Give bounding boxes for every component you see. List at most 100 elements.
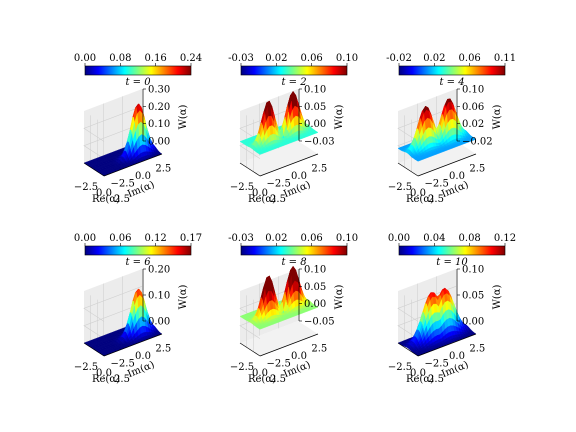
im-axis-line <box>259 153 319 177</box>
z-tick-label: 0.10 <box>148 291 170 302</box>
colorbar-tick-label: 0.24 <box>180 53 202 64</box>
colorbar-tick-label: 0.16 <box>145 53 167 64</box>
colorbar-tick-label: 0.10 <box>336 233 358 244</box>
z-axis-label: W(α) <box>492 104 503 129</box>
colorbar-tick-label: 0.02 <box>265 233 287 244</box>
subplot-6: 0.00 0.04 0.08 0.12t = 10−2.50.02.5Re(α)−2.… <box>388 233 516 385</box>
surface <box>83 288 163 357</box>
z-tick-label: 0.05 <box>462 291 484 302</box>
re-tick-label: 2.5 <box>114 194 130 205</box>
z-tick-label: 0.20 <box>148 102 170 113</box>
surface <box>397 98 477 162</box>
subplot-2: -0.03 0.02 0.06 0.10t = 2−2.50.02.5Re(α)−2.… <box>228 53 358 205</box>
re-axis-line <box>239 162 261 177</box>
re-tick-label: −2.5 <box>388 362 412 373</box>
z-tick-label: 0.05 <box>304 282 326 293</box>
colorbar-tick-label: -0.02 <box>386 53 412 64</box>
im-tick-label: 2.5 <box>155 163 171 174</box>
subplot-4: 0.00 0.06 0.12 0.17t = 6−2.50.02.5Re(α)−2.5… <box>74 233 202 385</box>
z-tick-label: 0.00 <box>462 317 484 328</box>
re-axis-label: Re(α) <box>248 374 276 385</box>
colorbar-tick-label: 0.06 <box>459 53 481 64</box>
z-tick-label: −0.02 <box>462 137 493 148</box>
z-axis-label: W(α) <box>178 104 189 129</box>
re-tick-label: −2.5 <box>388 182 412 193</box>
z-tick-label: 0.00 <box>304 299 326 310</box>
z-tick-label: 0.10 <box>462 85 484 96</box>
colorbar-tick-label: -0.03 <box>228 233 254 244</box>
colorbar-tick-label: 0.08 <box>109 53 131 64</box>
colorbar-tick-label: 0.12 <box>145 233 167 244</box>
colorbar-tick-label: -0.03 <box>228 53 254 64</box>
im-tick-label: −2.5 <box>425 179 449 190</box>
z-tick-label: 0.05 <box>304 102 326 113</box>
colorbar-tick-label: 0.10 <box>336 53 358 64</box>
z-axis-label: W(α) <box>492 284 503 309</box>
colorbar-tick-label: 0.02 <box>265 53 287 64</box>
colorbar <box>398 65 506 76</box>
colorbar-tick-label: 0.08 <box>459 233 481 244</box>
colorbar-label: t = 6 <box>125 257 151 268</box>
re-tick-label: 0.0 <box>252 188 268 199</box>
im-axis-line <box>103 153 163 177</box>
colorbar-label: t = 0 <box>125 77 151 88</box>
re-axis-line <box>83 162 105 177</box>
im-tick-label: −2.5 <box>111 179 135 190</box>
colorbar-tick-label: 0.04 <box>423 233 445 244</box>
re-axis-label: Re(α) <box>248 194 276 205</box>
z-axis-label: W(α) <box>178 284 189 309</box>
colorbar-tick-label: 0.06 <box>109 233 131 244</box>
z-tick-label: 0.10 <box>304 85 326 96</box>
z-tick-label: 0.10 <box>462 265 484 276</box>
im-tick-label: 0.0 <box>135 171 151 182</box>
subplot-5: -0.03 0.02 0.06 0.10t = 8−2.50.02.5Re(α)−2.… <box>228 233 358 385</box>
re-axis-label: Re(α) <box>406 194 434 205</box>
colorbar <box>398 245 506 256</box>
colorbar-tick-label: 0.06 <box>301 53 323 64</box>
re-tick-label: −2.5 <box>74 182 98 193</box>
re-axis-label: Re(α) <box>92 374 120 385</box>
z-tick-label: −0.03 <box>304 137 335 148</box>
colorbar-label: t = 8 <box>281 257 306 268</box>
im-tick-label: 2.5 <box>155 343 171 354</box>
re-tick-label: 0.0 <box>96 188 112 199</box>
z-tick-label: 0.10 <box>148 119 170 130</box>
subplot-1: 0.00 0.08 0.16 0.24t = 0−2.50.02.5Re(α)−2.5… <box>74 53 202 205</box>
z-tick-label: 0.00 <box>148 137 170 148</box>
z-axis-label: W(α) <box>334 104 345 129</box>
im-tick-label: 2.5 <box>311 163 327 174</box>
colorbar <box>84 65 192 76</box>
re-tick-label: 2.5 <box>270 194 286 205</box>
floor-pane <box>240 141 318 176</box>
colorbar-tick-label: 0.00 <box>74 233 96 244</box>
re-axis-label: Re(α) <box>406 374 434 385</box>
surface-patch <box>416 159 422 162</box>
z-tick-label: 0.20 <box>148 265 170 276</box>
colorbar-tick-label: 0.17 <box>180 233 202 244</box>
floor-pane <box>398 141 476 176</box>
z-tick-label: 0.00 <box>148 317 170 328</box>
colorbar <box>84 245 192 256</box>
colorbar-label: t = 2 <box>281 77 306 88</box>
surface-patch <box>258 152 264 155</box>
surface <box>239 90 319 155</box>
re-tick-label: −2.5 <box>230 182 254 193</box>
colorbar-tick-label: 0.06 <box>301 233 323 244</box>
im-tick-label: 0.0 <box>291 171 307 182</box>
im-tick-label: 0.0 <box>449 171 465 182</box>
z-tick-label: 0.10 <box>304 265 326 276</box>
colorbar <box>240 245 348 256</box>
colorbar-tick-label: 0.00 <box>388 233 410 244</box>
im-tick-label: 2.5 <box>469 343 485 354</box>
colorbar-tick-label: 0.02 <box>423 53 445 64</box>
re-tick-label: 2.5 <box>428 194 444 205</box>
z-tick-label: 0.06 <box>462 102 484 113</box>
z-tick-label: 0.00 <box>304 119 326 130</box>
im-tick-label: −2.5 <box>267 179 291 190</box>
z-tick-label: −0.05 <box>304 317 335 328</box>
colorbar-tick-label: 0.11 <box>494 53 516 64</box>
re-tick-label: 0.0 <box>410 188 426 199</box>
subplot-3: -0.02 0.02 0.06 0.11t = 4−2.50.02.5Re(α)−2.… <box>386 53 516 205</box>
re-axis-label: Re(α) <box>92 194 120 205</box>
